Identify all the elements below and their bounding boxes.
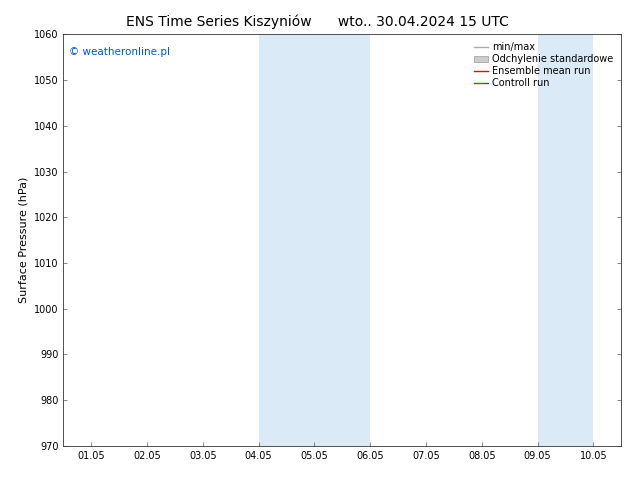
Text: ENS Time Series Kiszyniów      wto.. 30.04.2024 15 UTC: ENS Time Series Kiszyniów wto.. 30.04.20… — [126, 15, 508, 29]
Legend: min/max, Odchylenie standardowe, Ensemble mean run, Controll run: min/max, Odchylenie standardowe, Ensembl… — [471, 39, 616, 91]
Y-axis label: Surface Pressure (hPa): Surface Pressure (hPa) — [18, 177, 29, 303]
Bar — [259, 34, 314, 446]
Text: © weatheronline.pl: © weatheronline.pl — [69, 47, 170, 57]
Bar — [538, 34, 593, 446]
Bar — [314, 34, 370, 446]
